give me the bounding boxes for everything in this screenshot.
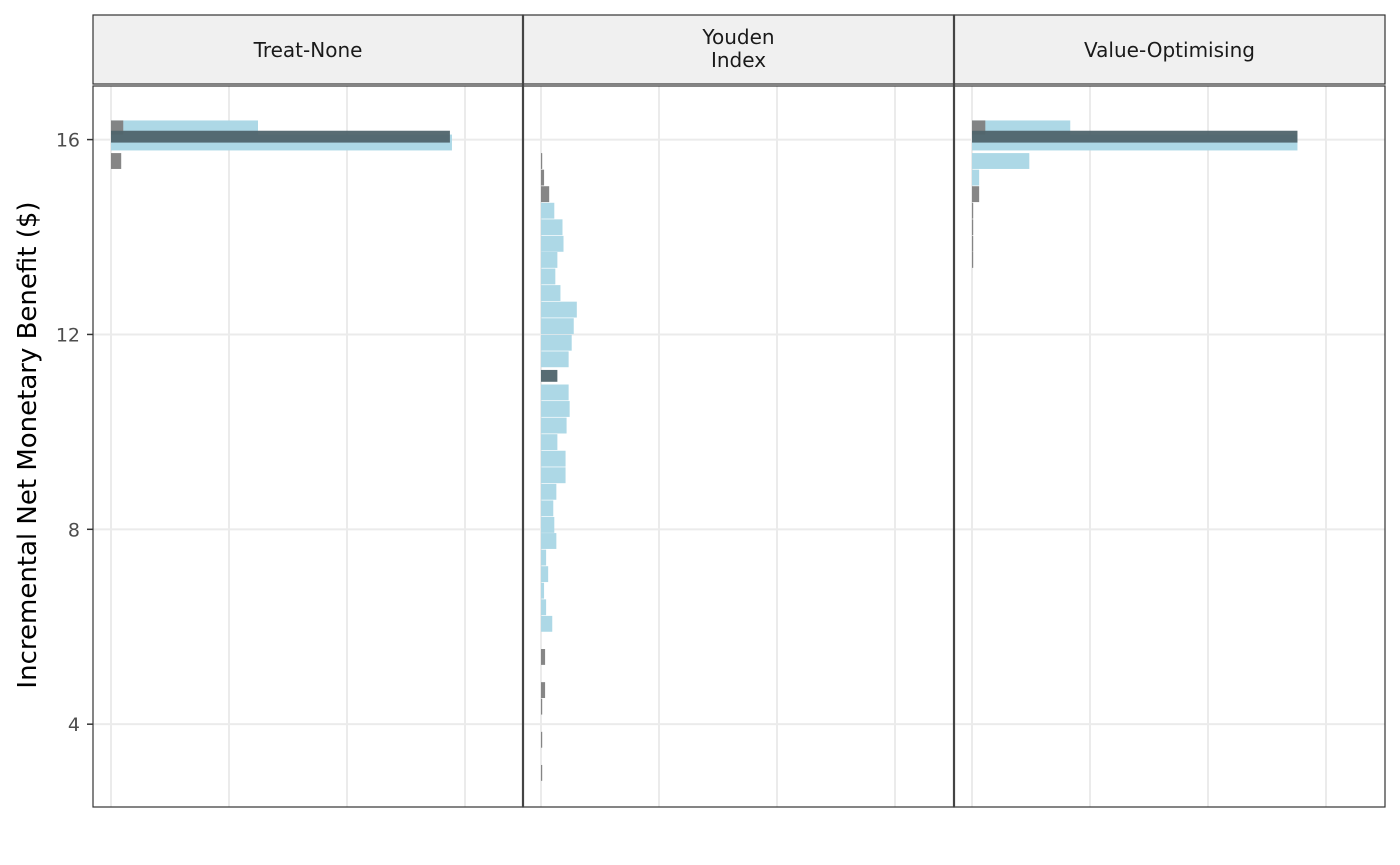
histogram-bar xyxy=(541,384,569,401)
panel-background xyxy=(523,86,954,807)
histogram-bar xyxy=(541,698,543,715)
histogram-bar xyxy=(541,301,577,318)
histogram-bar xyxy=(541,483,557,500)
histogram-bar xyxy=(541,285,561,301)
panel-background xyxy=(954,86,1385,807)
histogram-bar xyxy=(972,202,974,219)
histogram-bar xyxy=(541,235,564,252)
histogram-bar xyxy=(541,334,572,351)
histogram-bar xyxy=(972,186,980,203)
histogram-bar xyxy=(541,649,546,665)
facet-strip-label: Youden xyxy=(701,25,774,49)
y-tick-label: 8 xyxy=(68,519,80,541)
y-axis-title: Incremental Net Monetary Benefit ($) xyxy=(13,201,43,688)
histogram-bar xyxy=(541,549,547,566)
histogram-bar xyxy=(541,434,558,451)
y-tick-label: 12 xyxy=(56,324,80,346)
histogram-bar xyxy=(972,219,974,236)
histogram-bar xyxy=(541,731,543,748)
panel-background xyxy=(93,86,523,807)
histogram-bar xyxy=(541,186,550,203)
facet-strip-label: Value-Optimising xyxy=(1084,38,1255,62)
histogram-bar xyxy=(541,764,543,781)
histogram-bar xyxy=(111,153,122,169)
y-tick-label: 4 xyxy=(68,714,80,736)
histogram-bar xyxy=(541,533,557,549)
histogram-bar xyxy=(541,467,566,484)
y-tick-label: 16 xyxy=(56,130,80,152)
histogram-bar xyxy=(541,153,543,169)
histogram-bar xyxy=(541,202,555,219)
histogram-bar xyxy=(541,351,569,368)
histogram-bar xyxy=(111,130,450,143)
facet-strip xyxy=(92,14,524,85)
histogram-bar xyxy=(541,450,566,467)
y-axis-ticks: 4 8 12 16 xyxy=(56,130,93,736)
histogram-bar xyxy=(541,599,547,616)
y-axis-title-group: Incremental Net Monetary Benefit ($) xyxy=(13,201,43,688)
histogram-bar xyxy=(541,219,563,236)
histogram-bar xyxy=(541,566,549,583)
facet-panel: Value-Optimising xyxy=(953,14,1386,808)
histogram-bar xyxy=(541,517,555,533)
histogram-bar xyxy=(972,235,974,252)
histogram-bar xyxy=(541,582,545,599)
histogram-bar xyxy=(972,153,1030,169)
histogram-bar xyxy=(541,169,545,186)
histogram-bar xyxy=(541,500,554,517)
histogram-bar xyxy=(972,130,1298,143)
facet-strip-label: Index xyxy=(711,48,766,72)
facet-panel: Treat-None xyxy=(92,14,524,808)
facet-strip xyxy=(522,14,955,85)
histogram-bar xyxy=(541,682,546,699)
histogram-bar xyxy=(972,251,974,268)
histogram-bar xyxy=(541,268,556,285)
histogram-bar xyxy=(541,318,574,335)
histogram-bar xyxy=(541,369,558,382)
histogram-bar xyxy=(541,251,558,268)
histogram-bar xyxy=(541,417,567,434)
facet-strip xyxy=(953,14,1386,85)
histogram-bar xyxy=(541,615,553,632)
facet-strip-label: Treat-None xyxy=(253,38,363,62)
histogram-bar xyxy=(972,169,980,186)
histogram-bar xyxy=(541,401,570,417)
